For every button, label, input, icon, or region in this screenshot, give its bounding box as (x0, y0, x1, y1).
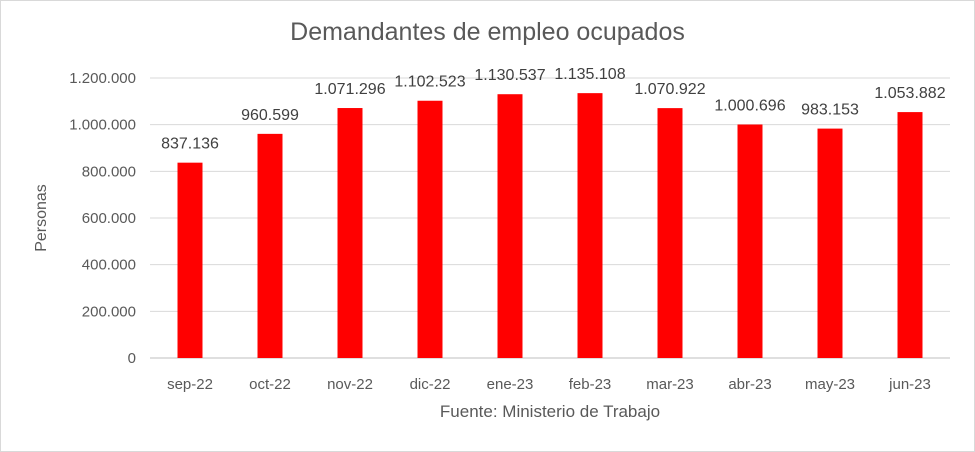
y-tick-label: 1.000.000 (69, 117, 136, 134)
bar-ene-23 (497, 94, 523, 358)
data-label: 1.135.108 (554, 66, 625, 83)
x-tick-label: nov-22 (327, 376, 373, 393)
y-tick-label: 400.000 (82, 257, 136, 274)
y-tick-label: 0 (128, 350, 136, 367)
data-label: 1.053.882 (874, 85, 945, 102)
bar-nov-22 (337, 108, 363, 358)
y-tick-label: 1.200.000 (69, 70, 136, 87)
x-tick-label: feb-23 (569, 376, 612, 393)
data-label: 1.070.922 (634, 81, 705, 98)
chart-title: Demandantes de empleo ocupados (290, 18, 685, 46)
bar-abr-23 (737, 124, 763, 358)
x-tick-label: may-23 (805, 376, 855, 393)
data-label: 1.102.523 (394, 74, 465, 91)
x-tick-label: abr-23 (728, 376, 771, 393)
data-label: 1.130.537 (474, 67, 545, 84)
data-label: 1.000.696 (714, 98, 785, 115)
data-label: 960.599 (241, 107, 299, 124)
x-tick-label: mar-23 (646, 376, 694, 393)
y-tick-label: 600.000 (82, 210, 136, 227)
bar-mar-23 (657, 108, 683, 359)
x-tick-label: sep-22 (167, 376, 213, 393)
x-axis-source-label: Fuente: Ministerio de Trabajo (439, 402, 661, 421)
bar-dic-22 (417, 100, 443, 359)
bar-oct-22 (257, 133, 283, 358)
data-label: 1.071.296 (314, 81, 385, 98)
x-tick-label: oct-22 (249, 376, 291, 393)
data-label: 983.153 (801, 102, 859, 119)
bar-may-23 (817, 128, 843, 358)
data-label: 837.136 (161, 136, 219, 153)
bar-jun-23 (897, 112, 923, 358)
bar-feb-23 (577, 93, 603, 358)
x-tick-label: jun-23 (888, 376, 931, 393)
x-tick-label: ene-23 (487, 376, 534, 393)
y-tick-label: 800.000 (82, 163, 136, 180)
y-tick-label: 200.000 (82, 303, 136, 320)
bar-sep-22 (177, 162, 203, 358)
x-tick-label: dic-22 (410, 376, 451, 393)
